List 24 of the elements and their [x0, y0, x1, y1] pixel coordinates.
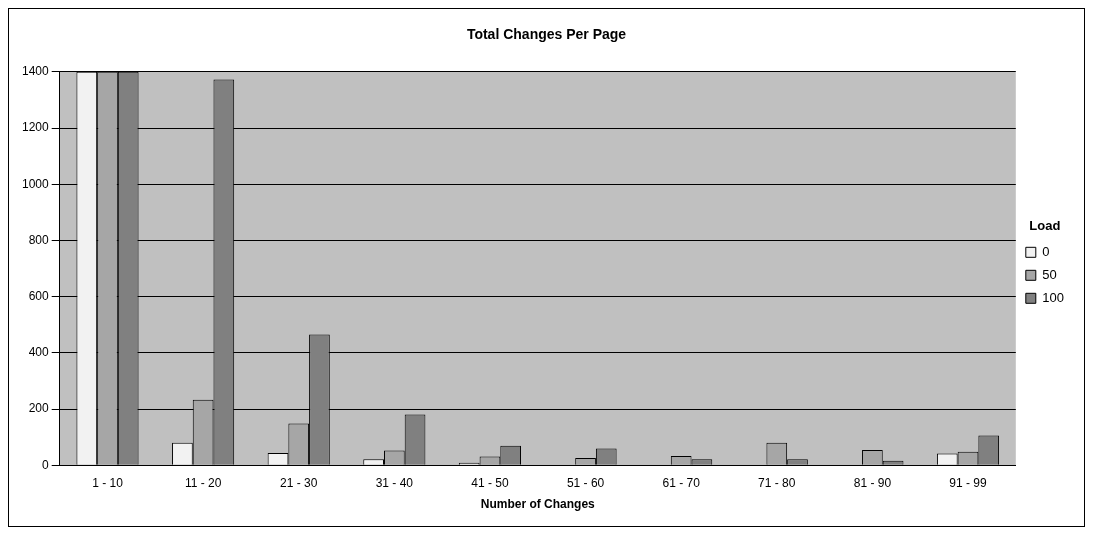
x-tick-label: 61 - 70: [662, 475, 701, 490]
legend-label: 100: [1042, 289, 1065, 305]
x-tick-label: 91 - 99: [949, 475, 988, 490]
x-tick-label: 11 - 20: [184, 475, 222, 490]
y-tick-label: 1400: [21, 64, 50, 79]
y-tick-label: 0: [42, 457, 50, 472]
x-tick-label: 51 - 60: [566, 475, 605, 490]
y-tick-label: 600: [28, 288, 50, 303]
x-axis-title: Number of Changes: [480, 497, 596, 512]
legend-title: Load: [1029, 218, 1061, 234]
x-tick-label: 1 - 10: [92, 475, 124, 490]
legend-label: 50: [1042, 266, 1057, 282]
x-tick-label: 71 - 80: [758, 475, 796, 490]
chart-title: Total Changes Per Page: [466, 26, 627, 43]
y-tick-label: 200: [28, 401, 50, 416]
y-tick-label: 800: [28, 232, 50, 247]
y-tick-label: 400: [28, 345, 50, 360]
x-tick-label: 31 - 40: [375, 475, 414, 490]
x-tick-label: 81 - 90: [853, 475, 892, 490]
y-tick-label: 1000: [21, 176, 50, 191]
legend-label: 0: [1042, 243, 1050, 259]
x-tick-label: 41 - 50: [471, 475, 509, 490]
x-tick-label: 21 - 30: [280, 475, 318, 490]
y-tick-label: 1200: [21, 120, 50, 135]
